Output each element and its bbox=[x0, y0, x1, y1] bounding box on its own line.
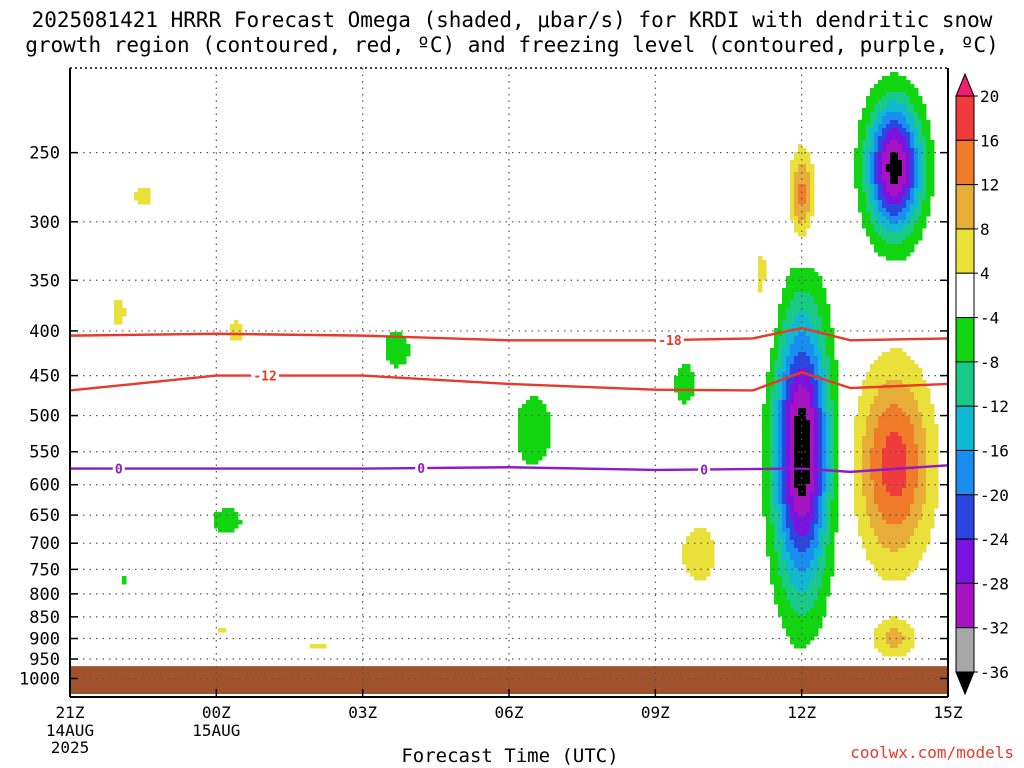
colorbar-box bbox=[955, 627, 975, 673]
colorbar-label: -12 bbox=[980, 397, 1009, 416]
y-tick-label: 700 bbox=[29, 534, 60, 554]
contour-line bbox=[70, 464, 949, 474]
colorbar-top-arrow bbox=[955, 72, 975, 97]
x-tick-label: 15Z bbox=[934, 703, 963, 722]
contour--18: -18 bbox=[69, 326, 949, 349]
colorbar-bottom-arrow bbox=[955, 671, 975, 696]
y-tick-label: 1000 bbox=[19, 669, 60, 689]
colorbar-label: -16 bbox=[980, 441, 1009, 460]
x-tick-label: 00Z bbox=[202, 703, 231, 722]
colorbar-box bbox=[955, 228, 975, 274]
colorbar-box bbox=[955, 494, 975, 540]
colorbar-label: -4 bbox=[980, 309, 999, 328]
contour-0: 0 0 0 bbox=[70, 460, 949, 478]
colorbar-box bbox=[955, 184, 975, 230]
grid bbox=[70, 68, 948, 697]
colorbar-box bbox=[955, 582, 975, 629]
contour-label: 0 bbox=[417, 462, 425, 477]
y-tick-label: 550 bbox=[29, 443, 60, 463]
colorbar-box bbox=[955, 139, 975, 186]
contour-label: -12 bbox=[253, 370, 276, 385]
y-tick-label: 900 bbox=[29, 630, 60, 650]
colorbar-label: -36 bbox=[980, 663, 1009, 682]
colorbar-box bbox=[955, 95, 975, 141]
y-tick-label: 600 bbox=[29, 476, 60, 496]
colorbar-box bbox=[955, 361, 975, 407]
colorbar-box bbox=[955, 405, 975, 451]
y-tick-label: 400 bbox=[29, 322, 60, 342]
x-tick-label: 03Z bbox=[348, 703, 377, 722]
y-tick-label: 750 bbox=[29, 560, 60, 580]
colorbar-label: 4 bbox=[980, 264, 990, 283]
colorbar-label: -28 bbox=[980, 574, 1009, 593]
y-axis: 2503003504004505005506006507007508008509… bbox=[19, 144, 948, 689]
y-tick-label: 800 bbox=[29, 585, 60, 605]
colorbar: 20 16 12 8 4 -4 -8 -12 -16 -20 -24 -28 -32 -36 bbox=[955, 72, 1009, 696]
contour-label: -18 bbox=[658, 334, 682, 349]
y-tick-label: 850 bbox=[29, 608, 60, 628]
contour-line bbox=[69, 326, 949, 342]
colorbar-box bbox=[955, 317, 975, 363]
colorbar-box bbox=[955, 272, 975, 319]
y-tick-label: 350 bbox=[29, 271, 60, 291]
x-tick-sublabel: 15AUG bbox=[192, 721, 240, 740]
colorbar-label: 8 bbox=[980, 220, 990, 239]
title-line-2: growth region (contoured, red, ºC) and f… bbox=[25, 33, 999, 57]
colorbar-label: -24 bbox=[980, 530, 1009, 549]
title-line-1: 2025081421 HRRR Forecast Omega (shaded, … bbox=[31, 8, 993, 32]
x-axis-label: Forecast Time (UTC) bbox=[401, 745, 618, 767]
source-credit: coolwx.com/models bbox=[850, 743, 1014, 762]
colorbar-label: 20 bbox=[980, 87, 999, 106]
y-tick-label: 250 bbox=[29, 144, 60, 164]
contour--12: -12 bbox=[69, 367, 949, 392]
colorbar-label: -20 bbox=[980, 486, 1009, 505]
contour-label: 0 bbox=[700, 463, 708, 478]
y-tick-label: 950 bbox=[29, 650, 60, 670]
colorbar-label: -32 bbox=[980, 619, 1009, 638]
y-tick-label: 500 bbox=[29, 407, 60, 427]
chart-title: 2025081421 HRRR Forecast Omega (shaded, … bbox=[0, 8, 1024, 58]
y-tick-label: 450 bbox=[29, 367, 60, 387]
x-tick-label: 09Z bbox=[641, 703, 670, 722]
contour-label: 0 bbox=[115, 463, 123, 478]
colorbar-label: 12 bbox=[980, 176, 999, 195]
y-tick-label: 300 bbox=[29, 213, 60, 233]
colorbar-box bbox=[955, 538, 975, 584]
x-tick-label: 12Z bbox=[787, 703, 816, 722]
x-tick-label: 21Z bbox=[56, 703, 85, 722]
colorbar-box bbox=[955, 449, 975, 496]
x-tick-sublabel: 14AUG bbox=[46, 721, 94, 740]
colorbar-label: 16 bbox=[980, 131, 999, 150]
x-tick-label: 06Z bbox=[495, 703, 524, 722]
omega-shading bbox=[114, 72, 939, 657]
x-tick-sublabel: 2025 bbox=[51, 738, 90, 757]
colorbar-label: -8 bbox=[980, 353, 999, 372]
y-tick-label: 650 bbox=[29, 506, 60, 526]
